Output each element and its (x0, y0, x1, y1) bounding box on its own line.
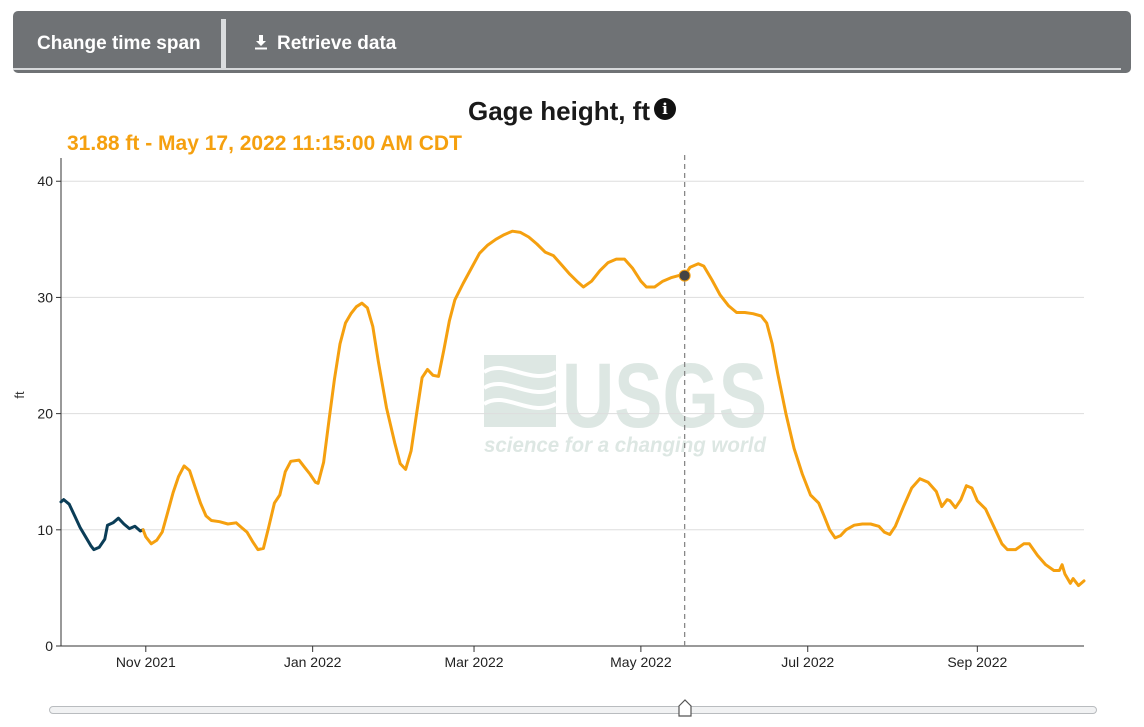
y-tick-label: 20 (37, 406, 53, 422)
watermark-tagline: science for a changing world (484, 434, 767, 457)
y-tick-label: 0 (45, 638, 53, 654)
info-icon[interactable]: i (654, 98, 676, 120)
cursor-point (678, 269, 691, 282)
watermark-wave-2 (482, 381, 557, 395)
x-tick-label: Mar 2022 (444, 654, 503, 670)
toolbar-divider (221, 19, 226, 69)
time-slider-track[interactable] (49, 706, 1097, 714)
retrieve-data-button[interactable]: Retrieve data (249, 19, 396, 69)
retrieve-data-label: Retrieve data (277, 33, 397, 54)
x-tick-label: Jul 2022 (781, 654, 834, 670)
x-tick-label: Sep 2022 (947, 654, 1007, 670)
chart-title: Gage height, ft i (0, 96, 1144, 127)
download-icon (255, 35, 267, 50)
watermark-wave-3 (482, 397, 557, 411)
series-line-provisional (141, 229, 1086, 588)
change-time-span-button[interactable]: Change time span (21, 19, 223, 69)
y-tick-label: 40 (37, 173, 53, 189)
watermark-logo-text: USGS (562, 345, 767, 447)
usgs-watermark-logo: USGS (482, 345, 767, 447)
y-axis-label: ft (12, 391, 27, 399)
x-tick-label: Jan 2022 (284, 654, 342, 670)
x-tick-label: May 2022 (610, 654, 672, 670)
chart-axes: 0 10 20 30 40 Nov 2021 Jan 2022 Mar 2022 May 202… (37, 158, 1084, 670)
chart-title-text: Gage height, ft (468, 96, 650, 126)
cursor-layer (678, 155, 691, 646)
chart-grid (61, 180, 1084, 531)
y-tick-label: 10 (37, 522, 53, 538)
series-layer (59, 229, 1086, 588)
x-tick-label: Nov 2021 (116, 654, 176, 670)
graph-toolbar: Change time span Retrieve data (13, 11, 1131, 73)
tooltip-value: 31.88 ft - May 17, 2022 11:15:00 AM CDT (67, 132, 462, 155)
toolbar-baseline (13, 68, 1121, 70)
series-line-approved (59, 498, 145, 552)
watermark-wave-1 (482, 365, 557, 379)
y-tick-label: 30 (37, 289, 53, 305)
time-slider-handle[interactable] (678, 699, 692, 717)
